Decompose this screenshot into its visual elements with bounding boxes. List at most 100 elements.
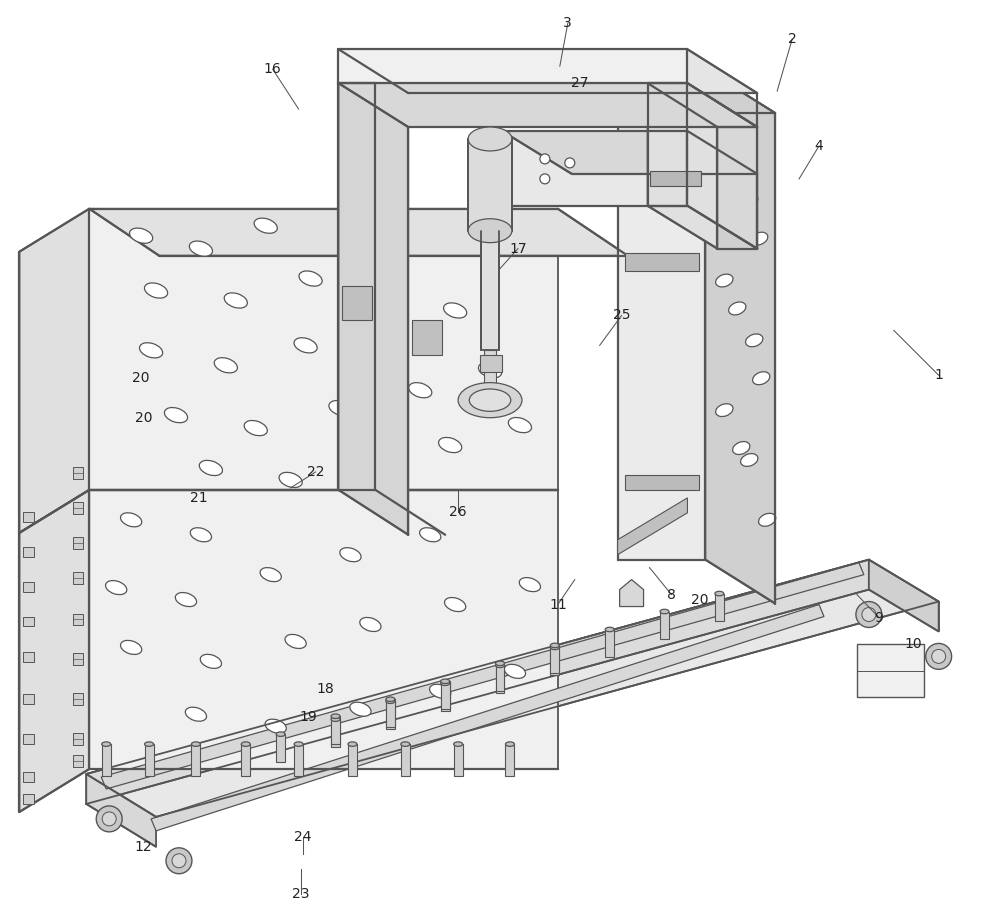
Ellipse shape [605, 628, 614, 631]
Polygon shape [338, 83, 757, 127]
Ellipse shape [441, 679, 450, 683]
Ellipse shape [420, 527, 441, 542]
Polygon shape [191, 744, 200, 776]
Polygon shape [605, 630, 614, 658]
Text: 9: 9 [874, 610, 883, 625]
Text: 3: 3 [563, 16, 572, 30]
Ellipse shape [508, 417, 532, 433]
Ellipse shape [265, 719, 286, 733]
Ellipse shape [175, 592, 197, 607]
Polygon shape [412, 321, 442, 355]
Polygon shape [19, 209, 89, 533]
Polygon shape [73, 693, 83, 705]
Ellipse shape [751, 232, 768, 245]
Polygon shape [73, 502, 83, 514]
Ellipse shape [350, 702, 371, 716]
Ellipse shape [285, 634, 306, 649]
Ellipse shape [200, 654, 222, 669]
Ellipse shape [458, 383, 522, 418]
Polygon shape [386, 701, 395, 729]
Ellipse shape [121, 640, 142, 654]
Ellipse shape [741, 454, 758, 466]
Text: 25: 25 [613, 309, 630, 322]
Ellipse shape [260, 568, 281, 581]
Polygon shape [86, 774, 156, 847]
Ellipse shape [746, 334, 763, 347]
Polygon shape [331, 719, 340, 747]
Polygon shape [401, 744, 410, 776]
Ellipse shape [172, 854, 186, 868]
Polygon shape [101, 563, 864, 789]
Ellipse shape [189, 241, 212, 256]
Polygon shape [23, 734, 34, 744]
Polygon shape [348, 744, 357, 776]
Ellipse shape [145, 742, 154, 746]
Polygon shape [648, 83, 687, 206]
Polygon shape [468, 139, 512, 230]
Polygon shape [869, 559, 939, 631]
Polygon shape [386, 700, 395, 727]
Ellipse shape [716, 274, 733, 287]
Ellipse shape [191, 742, 200, 746]
Polygon shape [618, 498, 687, 555]
Ellipse shape [199, 460, 222, 476]
Ellipse shape [468, 219, 512, 242]
Ellipse shape [401, 742, 410, 746]
Polygon shape [857, 644, 924, 697]
Ellipse shape [241, 742, 250, 746]
Ellipse shape [130, 228, 153, 243]
Polygon shape [23, 512, 34, 522]
Ellipse shape [331, 714, 340, 719]
Polygon shape [502, 131, 687, 206]
Polygon shape [23, 581, 34, 591]
Polygon shape [338, 49, 687, 83]
Text: 20: 20 [132, 372, 150, 385]
Polygon shape [73, 613, 83, 626]
Ellipse shape [244, 421, 267, 435]
Ellipse shape [753, 372, 770, 384]
Polygon shape [151, 605, 824, 831]
Text: 17: 17 [509, 241, 527, 256]
Polygon shape [23, 547, 34, 557]
Ellipse shape [360, 618, 381, 631]
Text: 21: 21 [190, 491, 208, 505]
Ellipse shape [550, 643, 559, 648]
Polygon shape [276, 734, 285, 763]
Polygon shape [73, 571, 83, 584]
Ellipse shape [478, 363, 502, 378]
Ellipse shape [540, 154, 550, 164]
Ellipse shape [340, 548, 361, 562]
Polygon shape [73, 537, 83, 548]
Ellipse shape [386, 699, 395, 703]
Ellipse shape [139, 343, 163, 358]
Text: 4: 4 [815, 139, 823, 153]
Text: 11: 11 [549, 598, 567, 611]
Ellipse shape [164, 407, 188, 423]
Ellipse shape [102, 742, 111, 746]
Ellipse shape [660, 609, 669, 614]
Polygon shape [648, 83, 717, 249]
Ellipse shape [190, 527, 212, 542]
Ellipse shape [741, 194, 758, 207]
Polygon shape [86, 559, 939, 817]
Ellipse shape [926, 643, 952, 670]
Ellipse shape [468, 127, 512, 151]
Polygon shape [484, 351, 496, 395]
Polygon shape [23, 617, 34, 627]
Ellipse shape [496, 663, 504, 668]
Ellipse shape [496, 661, 504, 666]
Ellipse shape [121, 513, 142, 527]
Polygon shape [715, 594, 724, 621]
Ellipse shape [254, 218, 277, 233]
Ellipse shape [166, 848, 192, 874]
Text: 12: 12 [134, 840, 152, 854]
Polygon shape [19, 490, 89, 812]
Ellipse shape [715, 591, 724, 596]
Ellipse shape [386, 697, 395, 701]
Text: 8: 8 [667, 588, 676, 601]
Ellipse shape [331, 717, 340, 722]
Ellipse shape [279, 472, 302, 487]
Polygon shape [73, 755, 83, 767]
Ellipse shape [519, 578, 541, 591]
Ellipse shape [445, 598, 466, 611]
